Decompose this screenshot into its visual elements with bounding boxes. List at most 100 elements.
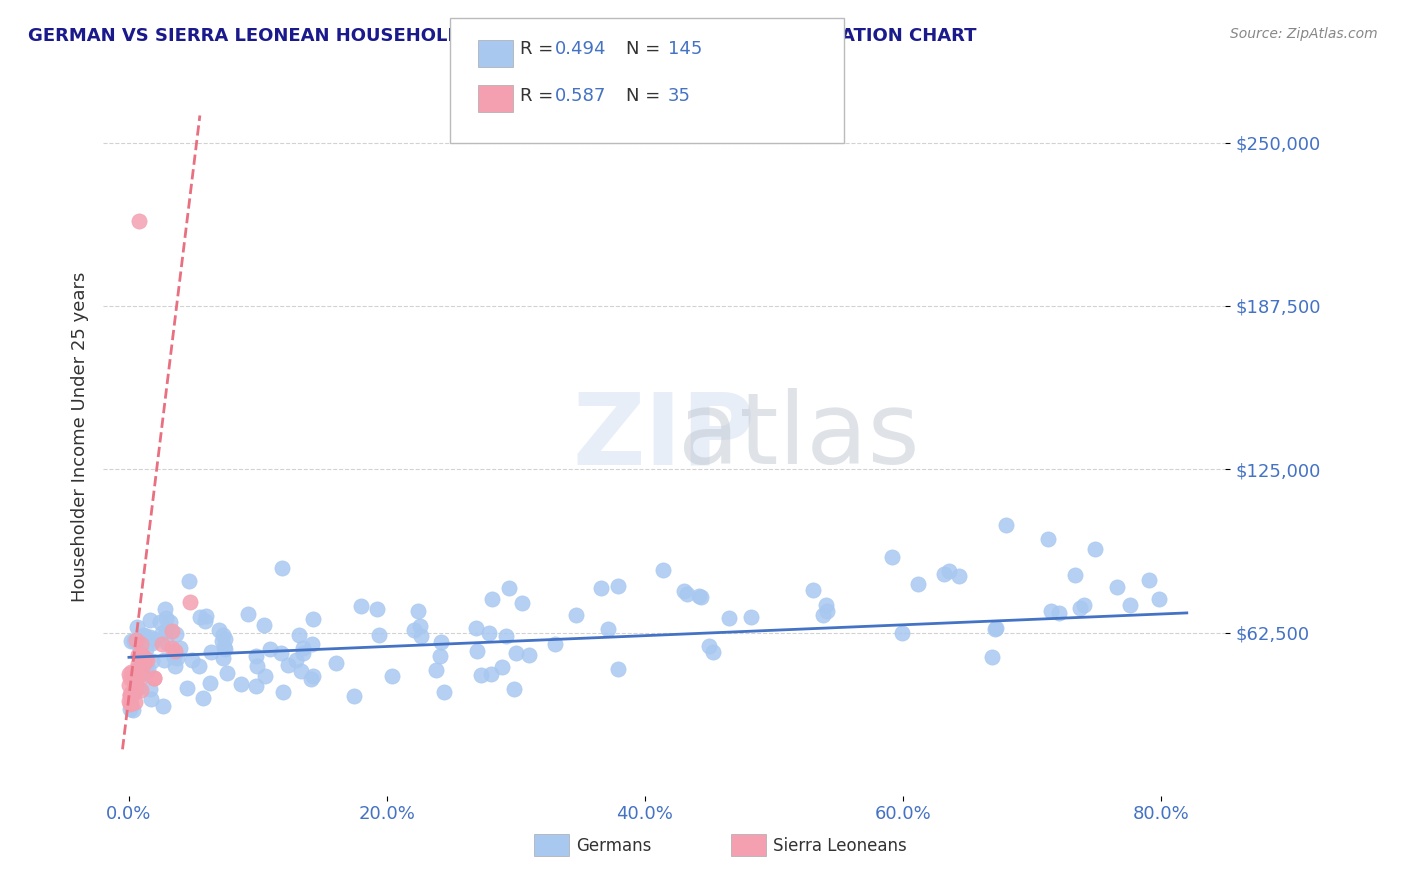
Point (367, 628, 389, 642)
Point (176, 681, 198, 696)
Point (177, 574, 200, 588)
Point (505, 646, 527, 660)
Point (138, 681, 160, 696)
Point (127, 668, 149, 682)
Point (366, 602, 388, 616)
Point (122, 686, 145, 700)
Point (156, 636, 179, 650)
Point (510, 596, 533, 610)
Point (236, 607, 259, 621)
Point (139, 630, 162, 644)
Point (139, 613, 162, 627)
Point (124, 695, 146, 709)
Point (402, 623, 425, 637)
Point (214, 641, 236, 656)
Point (125, 662, 148, 676)
Point (409, 629, 432, 643)
Point (212, 640, 235, 655)
Point (121, 703, 143, 717)
Point (984, 622, 1007, 636)
Point (606, 662, 628, 676)
Point (1084, 541, 1107, 556)
Point (285, 653, 308, 667)
Point (142, 632, 165, 646)
Point (301, 612, 323, 626)
Point (290, 665, 312, 679)
Point (672, 583, 695, 598)
Point (179, 595, 201, 609)
Point (429, 648, 451, 663)
Point (128, 214, 150, 228)
Point (697, 640, 720, 654)
Text: ZIP: ZIP (572, 388, 756, 485)
Point (814, 599, 837, 613)
Point (141, 692, 163, 706)
Point (253, 617, 276, 632)
Point (163, 650, 186, 665)
Point (160, 640, 183, 655)
Point (136, 662, 159, 676)
Point (517, 648, 540, 663)
Point (591, 582, 613, 596)
Point (118, 688, 141, 702)
Point (153, 602, 176, 616)
Point (215, 666, 238, 681)
Point (188, 610, 211, 624)
Point (118, 671, 141, 685)
Point (465, 643, 488, 657)
Point (980, 650, 1002, 665)
Point (212, 628, 235, 642)
Point (259, 642, 281, 657)
Point (325, 656, 347, 670)
Point (718, 611, 741, 625)
Text: R =: R = (520, 87, 560, 105)
Point (135, 641, 157, 656)
Point (208, 623, 231, 637)
Point (150, 626, 173, 640)
Text: 145: 145 (668, 40, 702, 58)
Point (271, 685, 294, 699)
Point (125, 664, 148, 678)
Point (986, 621, 1008, 635)
Point (135, 665, 157, 679)
Point (1147, 591, 1170, 606)
Point (479, 667, 502, 681)
Text: 35: 35 (668, 87, 690, 105)
Point (150, 637, 173, 651)
Point (491, 659, 513, 673)
Point (169, 641, 191, 656)
Point (409, 619, 432, 633)
Point (880, 549, 903, 564)
Point (245, 648, 267, 663)
Point (180, 653, 202, 667)
Point (498, 581, 520, 595)
Point (134, 630, 156, 644)
Point (211, 634, 233, 648)
Point (125, 670, 148, 684)
Point (188, 659, 211, 673)
Text: 0.587: 0.587 (555, 87, 607, 105)
Point (118, 678, 141, 692)
Point (163, 644, 186, 658)
Point (198, 676, 221, 690)
Point (1069, 600, 1091, 615)
Point (938, 564, 960, 578)
Point (277, 657, 299, 672)
Point (1073, 598, 1095, 612)
Point (543, 637, 565, 651)
Point (1047, 606, 1070, 620)
Point (155, 623, 177, 637)
Point (129, 683, 152, 698)
Point (1038, 533, 1060, 547)
Point (124, 681, 146, 696)
Point (291, 641, 314, 656)
Point (194, 608, 217, 623)
Point (1105, 580, 1128, 594)
Point (132, 658, 155, 673)
Point (127, 648, 149, 663)
Point (299, 672, 322, 686)
Point (702, 645, 724, 659)
Point (651, 563, 673, 577)
Point (342, 689, 364, 703)
Point (118, 702, 141, 716)
